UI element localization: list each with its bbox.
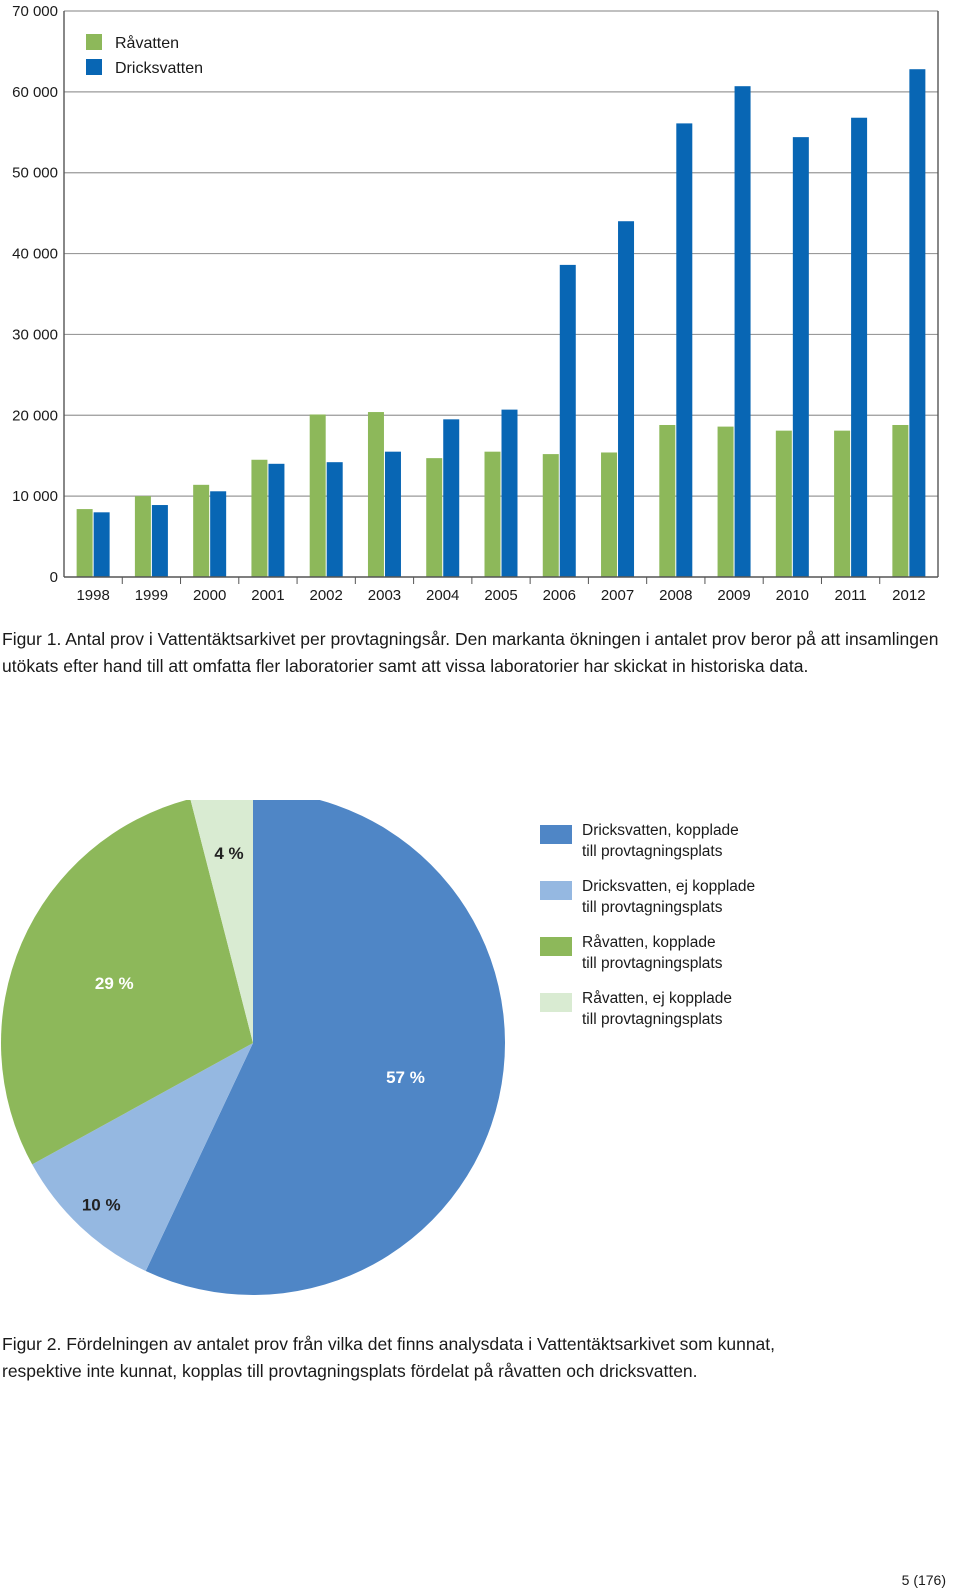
pie-slice-2	[32, 1043, 253, 1272]
bar-dricksvatten-2005	[501, 409, 518, 577]
y-tick-label: 10 000	[12, 488, 58, 505]
pie-legend: Dricksvatten, kopplade till provtagnings…	[540, 820, 860, 1044]
legend-swatch	[86, 59, 102, 75]
bar-dricksvatten-2010	[792, 137, 809, 577]
legend-label: Dricksvatten	[115, 60, 203, 77]
bar-ravatten-2003	[367, 412, 384, 577]
legend-label: Dricksvatten, kopplade till provtagnings…	[582, 822, 739, 860]
bar-ravatten-2008	[659, 424, 676, 577]
legend-swatch	[540, 993, 572, 1012]
legend-swatch	[540, 881, 572, 900]
bar-ravatten-2012	[892, 424, 909, 577]
legend-item: Dricksvatten, kopplade till provtagnings…	[540, 820, 860, 876]
bar-ravatten-2006	[542, 454, 559, 577]
y-tick-label: 60 000	[12, 84, 58, 101]
bar-dricksvatten-2001	[268, 463, 285, 577]
x-tick-label: 2007	[601, 587, 634, 604]
pie-slice-1	[145, 800, 505, 1295]
bar-dricksvatten-2002	[326, 462, 343, 577]
legend-label: Råvatten, kopplade till provtagningsplat…	[582, 934, 723, 972]
y-tick-label: 20 000	[12, 407, 58, 424]
legend-item: Råvatten, ej kopplade till provtagningsp…	[540, 988, 860, 1044]
x-axis-tick-labels: 1998 1999 2000 2001 2002 2003 2004 2005 2006 2007…	[76, 577, 926, 604]
y-tick-label: 0	[50, 569, 58, 586]
pie-chart: 57 % 10 % 29 % 4 %	[1, 800, 505, 1295]
bar-dricksvatten-2009	[734, 86, 751, 577]
bar-ravatten-2005	[484, 451, 501, 577]
bar-ravatten-2002	[309, 414, 326, 577]
bar-ravatten-2010	[775, 430, 792, 577]
figure-1-caption: Figur 1. Antal prov i Vattentäktsarkivet…	[2, 629, 939, 676]
bar-ravatten-1999	[134, 496, 151, 577]
x-tick-label: 2002	[310, 587, 343, 604]
pie-slice-label: 57 %	[386, 1068, 425, 1087]
bars	[76, 69, 926, 578]
pie-slice-label: 29 %	[95, 974, 134, 993]
x-tick-label: 2001	[251, 587, 284, 604]
y-tick-label: 30 000	[12, 326, 58, 343]
pie-slice-label: 10 %	[82, 1196, 121, 1215]
x-tick-label: 2010	[776, 587, 809, 604]
bar-ravatten-2001	[251, 459, 268, 577]
x-tick-label: 2005	[484, 587, 517, 604]
bar-dricksvatten-2011	[851, 117, 868, 577]
bar-dricksvatten-1999	[151, 505, 168, 577]
y-tick-label: 40 000	[12, 246, 58, 263]
bar-dricksvatten-2006	[559, 264, 576, 577]
x-tick-label: 2008	[659, 587, 692, 604]
x-tick-label: 2000	[193, 587, 226, 604]
x-tick-label: 1998	[76, 587, 109, 604]
x-tick-label: 2004	[426, 587, 459, 604]
y-tick-label: 50 000	[12, 165, 58, 182]
legend-item: Råvatten, kopplade till provtagningsplat…	[540, 932, 860, 988]
bar-dricksvatten-2007	[618, 221, 635, 577]
pie-slices	[1, 800, 505, 1295]
bar-dricksvatten-2004	[443, 419, 460, 577]
bar-dricksvatten-2000	[210, 491, 227, 577]
x-tick-label: 2006	[543, 587, 576, 604]
bar-ravatten-2011	[834, 430, 851, 577]
x-tick-label: 2012	[892, 587, 925, 604]
pie-slice-4	[190, 800, 253, 1043]
legend-swatch	[86, 34, 102, 50]
legend-label: Råvatten, ej kopplade till provtagningsp…	[582, 990, 732, 1028]
y-tick-label: 70 000	[12, 3, 58, 20]
x-tick-label: 1999	[135, 587, 168, 604]
pie-slice-label: 4 %	[214, 844, 243, 863]
legend-label: Dricksvatten, ej kopplade till provtagni…	[582, 878, 756, 916]
x-tick-label: 2009	[717, 587, 750, 604]
y-axis-tick-labels: 0 10 000 20 000 30 000 40 000 50 000 60 000 70 …	[12, 3, 58, 586]
bar-ravatten-2004	[426, 458, 443, 577]
legend-swatch	[540, 937, 572, 956]
bar-dricksvatten-2012	[909, 69, 926, 578]
pie-slice-3	[1, 800, 253, 1165]
bar-chart: 0 10 000 20 000 30 000 40 000 50 000 60 000 70 …	[12, 3, 939, 604]
bar-dricksvatten-2003	[384, 451, 401, 577]
x-tick-label: 2011	[834, 587, 866, 604]
gridlines	[64, 10, 938, 497]
legend-label: Råvatten	[115, 34, 179, 52]
bar-ravatten-2007	[601, 452, 618, 577]
legend: Råvatten Dricksvatten	[86, 34, 203, 77]
page-number: 5 (176)	[901, 1572, 946, 1588]
bar-dricksvatten-2008	[676, 123, 693, 578]
x-tick-label: 2003	[368, 587, 401, 604]
pie-labels: 57 % 10 % 29 % 4 %	[82, 844, 425, 1215]
figure-2-caption: Figur 2. Fördelningen av antalet prov fr…	[2, 1334, 776, 1381]
bar-dricksvatten-1998	[93, 512, 110, 577]
legend-swatch	[540, 825, 572, 844]
bar-ravatten-2009	[717, 426, 734, 577]
bar-ravatten-1998	[76, 509, 93, 577]
plot-frame	[63, 11, 939, 578]
legend-item: Dricksvatten, ej kopplade till provtagni…	[540, 876, 860, 932]
bar-ravatten-2000	[193, 484, 210, 577]
